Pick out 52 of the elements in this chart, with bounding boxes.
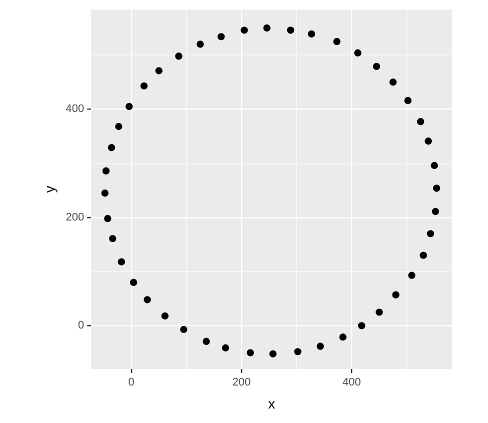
point — [316, 342, 324, 350]
y-tick-label: 400 — [66, 103, 84, 116]
x-tick-label: 200 — [232, 376, 251, 389]
point — [246, 349, 254, 356]
point — [240, 26, 248, 34]
point — [222, 344, 230, 352]
point — [426, 230, 434, 238]
point — [333, 38, 340, 46]
point — [126, 102, 133, 110]
point — [389, 78, 397, 86]
x-axis-title: x — [268, 395, 276, 412]
point — [155, 67, 163, 74]
point — [269, 350, 277, 358]
x-tick-label: 400 — [342, 376, 361, 389]
x-tick-label: 0 — [128, 376, 134, 389]
point — [392, 291, 400, 298]
point — [109, 234, 116, 242]
point — [180, 326, 188, 334]
point — [202, 338, 210, 345]
point — [118, 258, 126, 266]
point — [101, 189, 109, 197]
point — [408, 272, 416, 279]
point — [358, 322, 366, 330]
point — [102, 167, 110, 174]
point — [108, 144, 116, 152]
y-tick-label: 0 — [78, 320, 84, 332]
point — [339, 333, 347, 341]
point — [420, 252, 427, 259]
y-axis-title: y — [41, 186, 58, 193]
point — [104, 214, 112, 222]
point — [372, 62, 380, 70]
point — [130, 278, 138, 286]
point — [196, 40, 204, 48]
point — [286, 26, 294, 34]
point — [144, 296, 151, 304]
point — [218, 33, 225, 40]
point — [140, 82, 148, 90]
point — [115, 122, 122, 130]
point — [354, 49, 362, 56]
point — [308, 30, 316, 38]
point — [175, 52, 182, 60]
point — [263, 24, 270, 32]
point — [417, 118, 424, 126]
point — [294, 348, 302, 356]
point — [432, 184, 440, 192]
point — [432, 208, 440, 216]
y-tick-label: 200 — [66, 211, 84, 224]
point — [430, 162, 438, 170]
point — [376, 308, 383, 316]
point — [404, 96, 412, 104]
point — [424, 138, 432, 145]
point — [161, 312, 169, 320]
